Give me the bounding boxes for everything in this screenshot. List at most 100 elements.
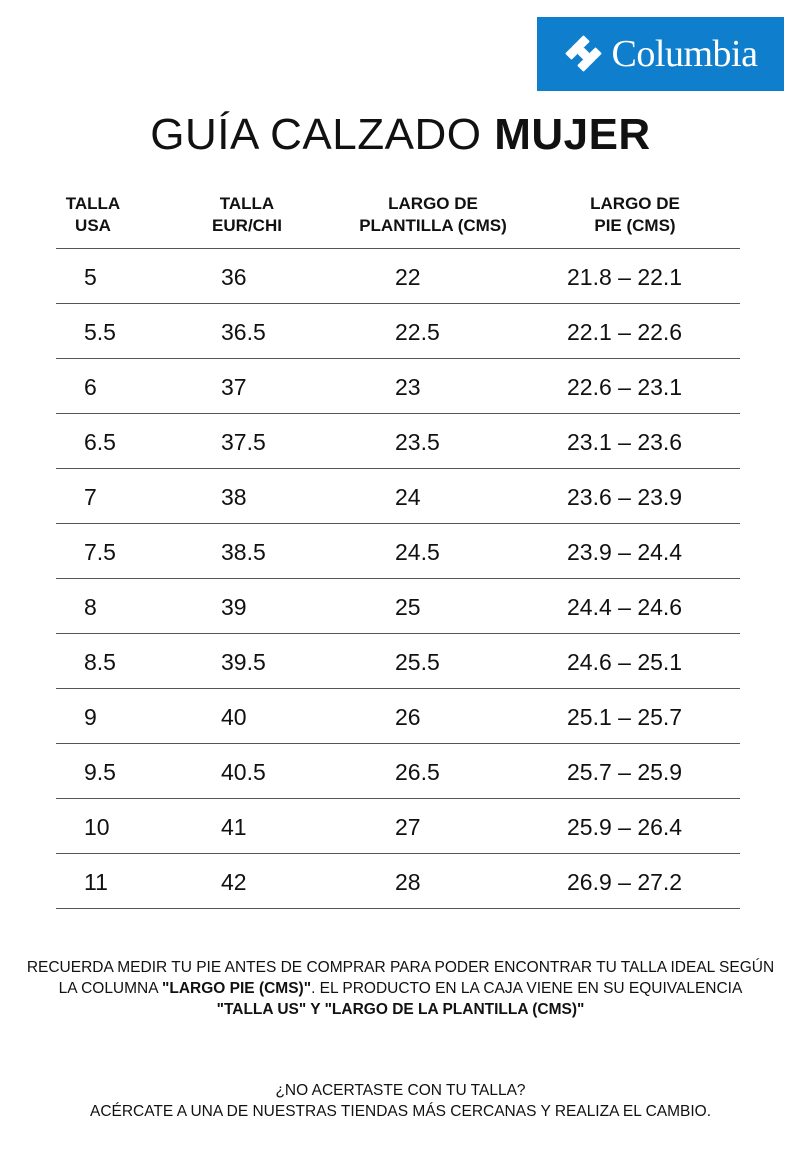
row-divider xyxy=(56,633,740,634)
title-bold: MUJER xyxy=(494,110,651,159)
row-divider xyxy=(56,248,740,249)
table-cell: 26 xyxy=(395,704,421,730)
table-cell: 8 xyxy=(84,594,97,620)
note-text: . EL PRODUCTO EN LA CAJA VIENE EN SU EQU… xyxy=(311,980,743,997)
table-row: 10 41 27 25.9 – 26.4 xyxy=(0,799,801,854)
footer-line-2: ACÉRCATE A UNA DE NUESTRAS TIENDAS MÁS C… xyxy=(89,1103,712,1120)
note-line-1: RECUERDA MEDIR TU PIE ANTES DE COMPRAR P… xyxy=(26,959,775,976)
table-cell: 6.5 xyxy=(84,429,116,455)
header-line: PLANTILLA (CMS) xyxy=(359,216,507,235)
header-line: LARGO DE xyxy=(388,194,478,213)
header-line: EUR/CHI xyxy=(212,216,282,235)
table-cell: 37 xyxy=(221,374,247,400)
table-cell: 38.5 xyxy=(221,539,266,565)
table-cell: 22.6 – 23.1 xyxy=(567,374,683,400)
table-cell: 39.5 xyxy=(221,649,266,675)
table-cell: 25.5 xyxy=(395,649,440,675)
note-bold: "LARGO PIE (CMS)" xyxy=(162,980,312,997)
table-row: 7.5 38.5 24.5 23.9 – 24.4 xyxy=(0,524,801,579)
header-line: TALLA xyxy=(219,194,275,213)
table-cell: 40.5 xyxy=(221,759,266,785)
table-cell: 26.5 xyxy=(395,759,440,785)
row-divider xyxy=(56,853,740,854)
row-divider xyxy=(56,798,740,799)
header-line: LARGO DE xyxy=(590,194,680,213)
table-cell: 23.5 xyxy=(395,429,440,455)
table-cell: 24.4 – 24.6 xyxy=(567,594,683,620)
row-divider xyxy=(56,743,740,744)
row-divider xyxy=(56,908,740,909)
table-cell: 40 xyxy=(221,704,247,730)
row-divider xyxy=(56,523,740,524)
table-row: 7 38 24 23.6 – 23.9 xyxy=(0,469,801,524)
table-cell: 39 xyxy=(221,594,247,620)
diamond-logo-icon xyxy=(564,34,604,74)
header-line: TALLA xyxy=(65,194,121,213)
table-cell: 26.9 – 27.2 xyxy=(567,869,683,895)
row-divider xyxy=(56,578,740,579)
footer-line-1: ¿NO ACERTASTE CON TU TALLA? xyxy=(275,1082,526,1099)
table-cell: 5.5 xyxy=(84,319,116,345)
table-cell: 36.5 xyxy=(221,319,266,345)
exchange-note: ¿NO ACERTASTE CON TU TALLA? ACÉRCATE A U… xyxy=(0,1080,801,1122)
table-cell: 24.6 – 25.1 xyxy=(567,649,683,675)
header-line: USA xyxy=(75,216,111,235)
table-row: 11 42 28 26.9 – 27.2 xyxy=(0,854,801,909)
column-header: LARGO DE PLANTILLA (CMS) xyxy=(333,193,533,237)
table-cell: 8.5 xyxy=(84,649,116,675)
table-row: 9 40 26 25.1 – 25.7 xyxy=(0,689,801,744)
note-line-3: "TALLA US" Y "LARGO DE LA PLANTILLA (CMS… xyxy=(0,999,801,1020)
table-cell: 24.5 xyxy=(395,539,440,565)
table-cell: 7.5 xyxy=(84,539,116,565)
table-cell: 42 xyxy=(221,869,247,895)
table-cell: 24 xyxy=(395,484,421,510)
page-title: GUÍA CALZADO MUJER xyxy=(0,110,801,160)
table-cell: 38 xyxy=(221,484,247,510)
row-divider xyxy=(56,413,740,414)
table-cell: 22 xyxy=(395,264,421,290)
table-cell: 9 xyxy=(84,704,97,730)
table-cell: 36 xyxy=(221,264,247,290)
table-cell: 37.5 xyxy=(221,429,266,455)
columbia-logo: Columbia xyxy=(537,17,784,91)
table-cell: 9.5 xyxy=(84,759,116,785)
table-row: 5.5 36.5 22.5 22.1 – 22.6 xyxy=(0,304,801,359)
table-row: 5 36 22 21.8 – 22.1 xyxy=(0,249,801,304)
table-cell: 10 xyxy=(84,814,110,840)
table-row: 8.5 39.5 25.5 24.6 – 25.1 xyxy=(0,634,801,689)
table-cell: 23.9 – 24.4 xyxy=(567,539,683,565)
row-divider xyxy=(56,303,740,304)
table-cell: 23.6 – 23.9 xyxy=(567,484,683,510)
table-cell: 23 xyxy=(395,374,421,400)
table-cell: 22.5 xyxy=(395,319,440,345)
table-cell: 28 xyxy=(395,869,421,895)
note-bold: "TALLA US" Y "LARGO DE LA PLANTILLA (CMS… xyxy=(216,1001,585,1018)
title-regular: GUÍA CALZADO xyxy=(150,110,495,159)
table-cell: 21.8 – 22.1 xyxy=(567,264,683,290)
measure-note: RECUERDA MEDIR TU PIE ANTES DE COMPRAR P… xyxy=(0,957,801,1020)
table-cell: 25.7 – 25.9 xyxy=(567,759,683,785)
column-header: TALLA EUR/CHI xyxy=(147,193,347,237)
table-cell: 25 xyxy=(395,594,421,620)
row-divider xyxy=(56,688,740,689)
table-row: 6 37 23 22.6 – 23.1 xyxy=(0,359,801,414)
table-row: 6.5 37.5 23.5 23.1 – 23.6 xyxy=(0,414,801,469)
table-cell: 27 xyxy=(395,814,421,840)
logo-text: Columbia xyxy=(611,33,758,75)
table-cell: 5 xyxy=(84,264,97,290)
table-cell: 11 xyxy=(84,869,108,895)
table-row: 8 39 25 24.4 – 24.6 xyxy=(0,579,801,634)
row-divider xyxy=(56,468,740,469)
table-row: 9.5 40.5 26.5 25.7 – 25.9 xyxy=(0,744,801,799)
table-cell: 6 xyxy=(84,374,97,400)
header-line: PIE (CMS) xyxy=(594,216,676,235)
table-cell: 25.9 – 26.4 xyxy=(567,814,683,840)
table-cell: 25.1 – 25.7 xyxy=(567,704,683,730)
note-line-2: LA COLUMNA "LARGO PIE (CMS)". EL PRODUCT… xyxy=(0,978,801,999)
note-text: LA COLUMNA xyxy=(58,980,163,997)
row-divider xyxy=(56,358,740,359)
column-header: LARGO DE PIE (CMS) xyxy=(535,193,735,237)
column-header: TALLA USA xyxy=(0,193,193,237)
table-cell: 41 xyxy=(221,814,247,840)
